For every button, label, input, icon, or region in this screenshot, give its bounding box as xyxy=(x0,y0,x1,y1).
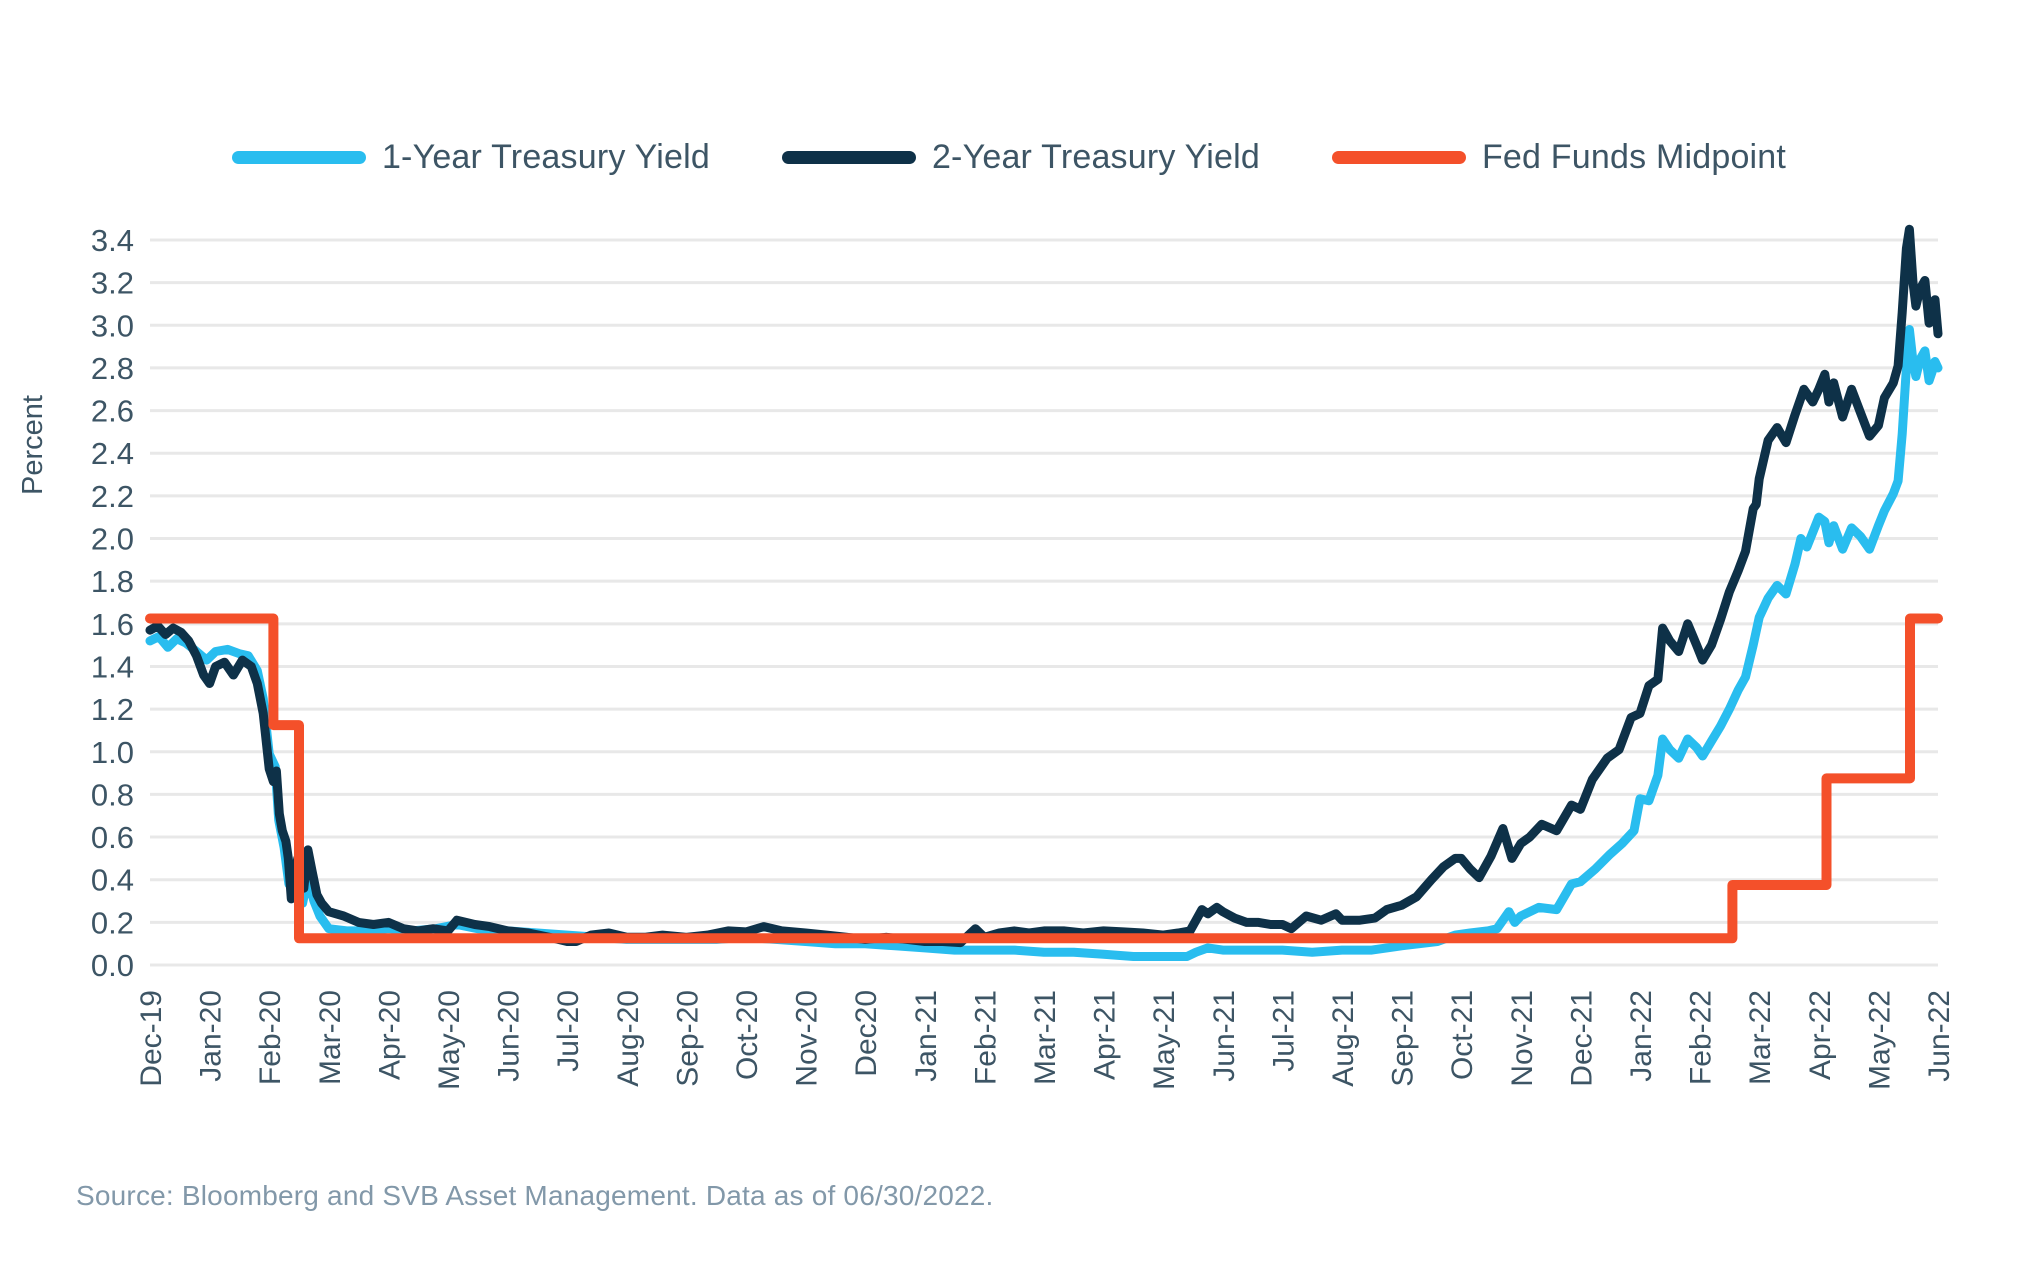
y-tick-label: 2.2 xyxy=(91,479,134,514)
x-tick-label: Jul-21 xyxy=(1267,990,1300,1072)
x-tick-label: Dec20 xyxy=(850,990,883,1077)
x-tick-label: Jun-20 xyxy=(493,990,526,1082)
y-tick-label: 1.6 xyxy=(91,607,134,642)
series-line-2-year-treasury-yield xyxy=(145,224,1943,948)
y-tick-label: 3.0 xyxy=(91,308,134,343)
y-tick-label: 0.8 xyxy=(91,777,134,812)
legend-label: Fed Funds Midpoint xyxy=(1481,138,1787,176)
y-tick-label: 0.6 xyxy=(91,820,134,855)
x-tick-label: Dec-21 xyxy=(1565,990,1598,1087)
legend-item: Fed Funds Midpoint xyxy=(1331,138,1787,177)
x-tick-label: Aug-20 xyxy=(612,990,645,1087)
source-note: Source: Bloomberg and SVB Asset Manageme… xyxy=(76,1180,994,1211)
series-line-fed-funds-midpoint xyxy=(145,613,1943,944)
legend-swatch-icon xyxy=(781,151,916,164)
x-tick-label: Nov-21 xyxy=(1506,990,1539,1087)
legend: 1-Year Treasury Yield 2-Year Treasury Yie… xyxy=(0,138,2018,177)
y-tick-label: 2.8 xyxy=(91,351,134,386)
x-tick-label: Feb-20 xyxy=(254,990,287,1085)
legend-swatch-icon xyxy=(231,151,366,164)
legend-label: 2-Year Treasury Yield xyxy=(931,138,1260,176)
x-tick-label: Sep-20 xyxy=(671,990,704,1087)
y-tick-label: 1.2 xyxy=(91,692,134,727)
legend-swatch-icon xyxy=(1331,151,1466,164)
y-tick-label: 2.0 xyxy=(91,522,134,557)
y-tick-label: 2.4 xyxy=(91,436,134,471)
x-tick-label: May-21 xyxy=(1148,990,1181,1090)
x-tick-label: Aug-21 xyxy=(1327,990,1360,1087)
x-tick-label: Jan-21 xyxy=(910,990,943,1082)
x-tick-label: Oct-20 xyxy=(731,990,764,1080)
y-tick-label: 1.0 xyxy=(91,735,134,770)
y-tick-label: 0.0 xyxy=(91,948,134,983)
y-tick-label: 3.4 xyxy=(91,223,134,258)
legend-item: 2-Year Treasury Yield xyxy=(781,138,1260,177)
x-tick-label: Dec-19 xyxy=(135,990,168,1087)
legend-label: 1-Year Treasury Yield xyxy=(381,138,710,176)
x-tick-label: Jul-20 xyxy=(552,990,585,1072)
y-tick-label: 2.6 xyxy=(91,394,134,429)
x-tick-label: Jan-22 xyxy=(1625,990,1658,1082)
x-tick-label: Mar-21 xyxy=(1029,990,1062,1085)
legend-item: 1-Year Treasury Yield xyxy=(231,138,710,177)
x-tick-label: Jun-21 xyxy=(1208,990,1241,1082)
x-tick-label: Sep-21 xyxy=(1387,990,1420,1087)
y-tick-label: 1.8 xyxy=(91,564,134,599)
x-tick-label: Jun-22 xyxy=(1923,990,1956,1082)
y-tick-label: 0.2 xyxy=(91,905,134,940)
y-axis-title: Percent xyxy=(17,395,49,495)
x-tick-label: Feb-22 xyxy=(1685,990,1718,1085)
x-tick-label: Oct-21 xyxy=(1446,990,1479,1080)
x-tick-label: May-20 xyxy=(433,990,466,1090)
x-tick-label: Apr-22 xyxy=(1804,990,1837,1080)
x-tick-label: Apr-20 xyxy=(373,990,406,1080)
x-tick-label: Jan-20 xyxy=(195,990,228,1082)
x-tick-label: Apr-21 xyxy=(1089,990,1122,1080)
y-tick-label: 3.2 xyxy=(91,266,134,301)
y-tick-label: 1.4 xyxy=(91,649,134,684)
x-tick-label: Mar-22 xyxy=(1744,990,1777,1085)
y-tick-label: 0.4 xyxy=(91,863,134,898)
x-tick-label: Mar-20 xyxy=(314,990,347,1085)
x-tick-label: May-22 xyxy=(1863,990,1896,1090)
x-tick-label: Feb-21 xyxy=(969,990,1002,1085)
x-tick-label: Nov-20 xyxy=(791,990,824,1087)
